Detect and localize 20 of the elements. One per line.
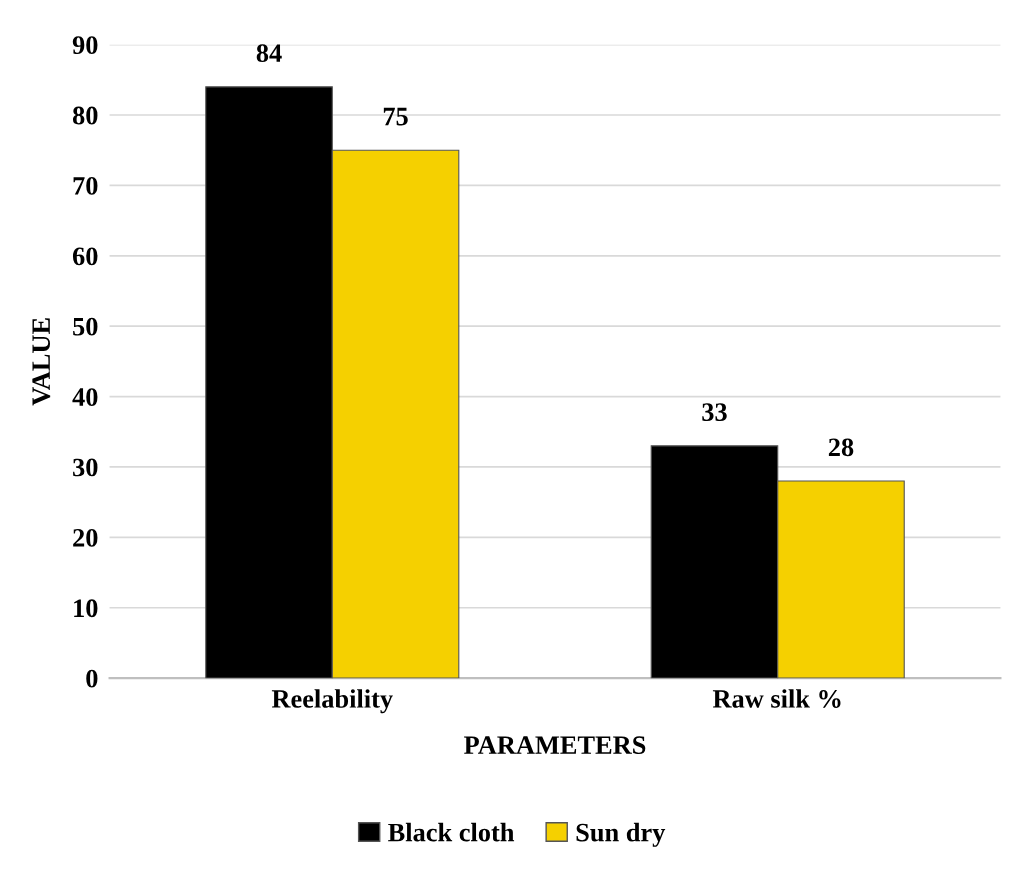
y-tick-label: 20 xyxy=(73,528,98,547)
y-tick-label: 30 xyxy=(73,458,98,477)
data-label: 75 xyxy=(383,107,408,126)
data-label: 84 xyxy=(256,44,282,63)
x-tick-label: Raw silk % xyxy=(712,689,841,708)
x-tick-label: Reelability xyxy=(271,689,393,714)
y-axis-title: VALUE xyxy=(32,318,51,406)
legend-label: Black cloth xyxy=(388,822,515,842)
y-tick-label: 40 xyxy=(72,388,98,406)
legend-label: Sun dry xyxy=(576,822,666,847)
x-axis-title: PARAMETERS xyxy=(464,736,646,755)
y-tick-label: 80 xyxy=(72,106,98,125)
y-tick-label: 50 xyxy=(73,317,98,336)
y-tick-label: 10 xyxy=(74,599,98,618)
y-tick-label: 0 xyxy=(86,669,98,688)
y-tick-label: 70 xyxy=(73,177,98,195)
data-label: 33 xyxy=(702,403,727,422)
y-tick-label: 60 xyxy=(72,247,98,266)
data-label: 28 xyxy=(828,438,854,457)
y-tick-label: 90 xyxy=(72,36,98,55)
